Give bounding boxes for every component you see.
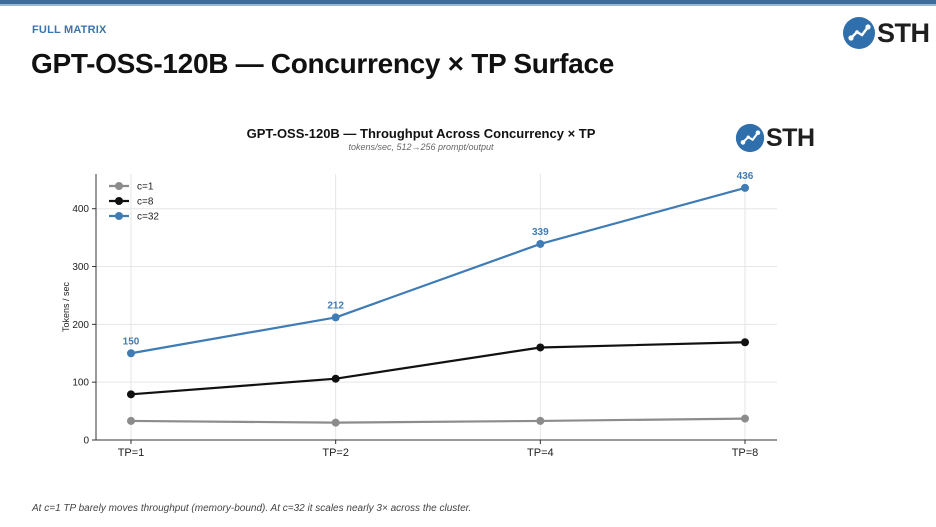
- data-point: [741, 183, 749, 192]
- legend-label: c=32: [137, 212, 159, 223]
- data-point: [536, 343, 545, 352]
- data-point: [536, 416, 545, 425]
- series-line: [130, 417, 746, 424]
- y-tick-label: 300: [72, 262, 89, 273]
- slide-title: GPT-OSS-120B — Concurrency × TP Surface: [31, 48, 614, 79]
- series-c-1: [127, 414, 749, 427]
- y-tick-label: 100: [72, 378, 89, 389]
- data-point: [741, 414, 749, 423]
- sth-logo-text: STH: [877, 17, 930, 48]
- legend-swatch-marker: [115, 182, 123, 190]
- chart-sth-logo-mark-icon: [735, 123, 765, 153]
- sth-logo-mark-icon: [843, 17, 875, 49]
- x-tick-label: TP=4: [527, 447, 554, 459]
- y-axis-label: Tokens / sec: [61, 281, 71, 332]
- top-accent-bar-light: [0, 4, 936, 6]
- data-point: [536, 239, 545, 248]
- legend-label: c=1: [137, 182, 154, 193]
- section-eyebrow: FULL MATRIX: [32, 24, 107, 36]
- series-line: [130, 186, 746, 355]
- throughput-line-chart: GPT-OSS-120B — Throughput Across Concurr…: [61, 126, 777, 459]
- series-c-8: [127, 338, 749, 399]
- data-point: [127, 416, 135, 425]
- data-series: 150 212 339 436: [123, 171, 754, 427]
- data-point: [127, 390, 135, 399]
- slide-caption: At c=1 TP barely moves throughput (memor…: [32, 503, 472, 514]
- data-point: [331, 418, 340, 427]
- data-label: 339: [532, 227, 549, 238]
- grid-lines: [96, 174, 777, 440]
- y-tick-label: 200: [72, 320, 89, 331]
- legend-item: c=1: [109, 182, 154, 193]
- chart-sth-logo: STH: [735, 123, 815, 153]
- data-label: 150: [123, 336, 140, 347]
- chart-subtitle: tokens/sec, 512→256 prompt/output: [348, 142, 494, 152]
- data-label: 436: [737, 171, 754, 182]
- chart-title: GPT-OSS-120B — Throughput Across Concurr…: [247, 126, 596, 141]
- axes: 0 100 200 300 400 TP=1 TP=2 TP=4 TP=8: [72, 174, 777, 459]
- data-label: 212: [327, 300, 344, 311]
- series-c-32: 150 212 339 436: [123, 171, 754, 358]
- top-accent-bar: [0, 0, 936, 4]
- chart-legend: c=1 c=8 c=32: [109, 182, 159, 223]
- x-tick-label: TP=8: [732, 447, 759, 459]
- legend-item: c=32: [109, 212, 159, 223]
- series-line: [130, 341, 746, 396]
- data-point: [127, 349, 135, 358]
- x-tick-label: TP=2: [322, 447, 349, 459]
- x-tick-label: TP=1: [118, 447, 145, 459]
- y-tick-label: 0: [83, 436, 89, 447]
- legend-item: c=8: [109, 197, 154, 208]
- chart-sth-logo-text: STH: [766, 123, 815, 152]
- data-point: [331, 313, 340, 322]
- sth-logo: STH: [842, 16, 930, 50]
- y-tick-label: 400: [72, 204, 89, 215]
- data-point: [331, 374, 340, 383]
- data-point: [741, 338, 749, 347]
- legend-swatch-marker: [115, 197, 123, 205]
- legend-swatch-marker: [115, 212, 123, 220]
- legend-label: c=8: [137, 197, 154, 208]
